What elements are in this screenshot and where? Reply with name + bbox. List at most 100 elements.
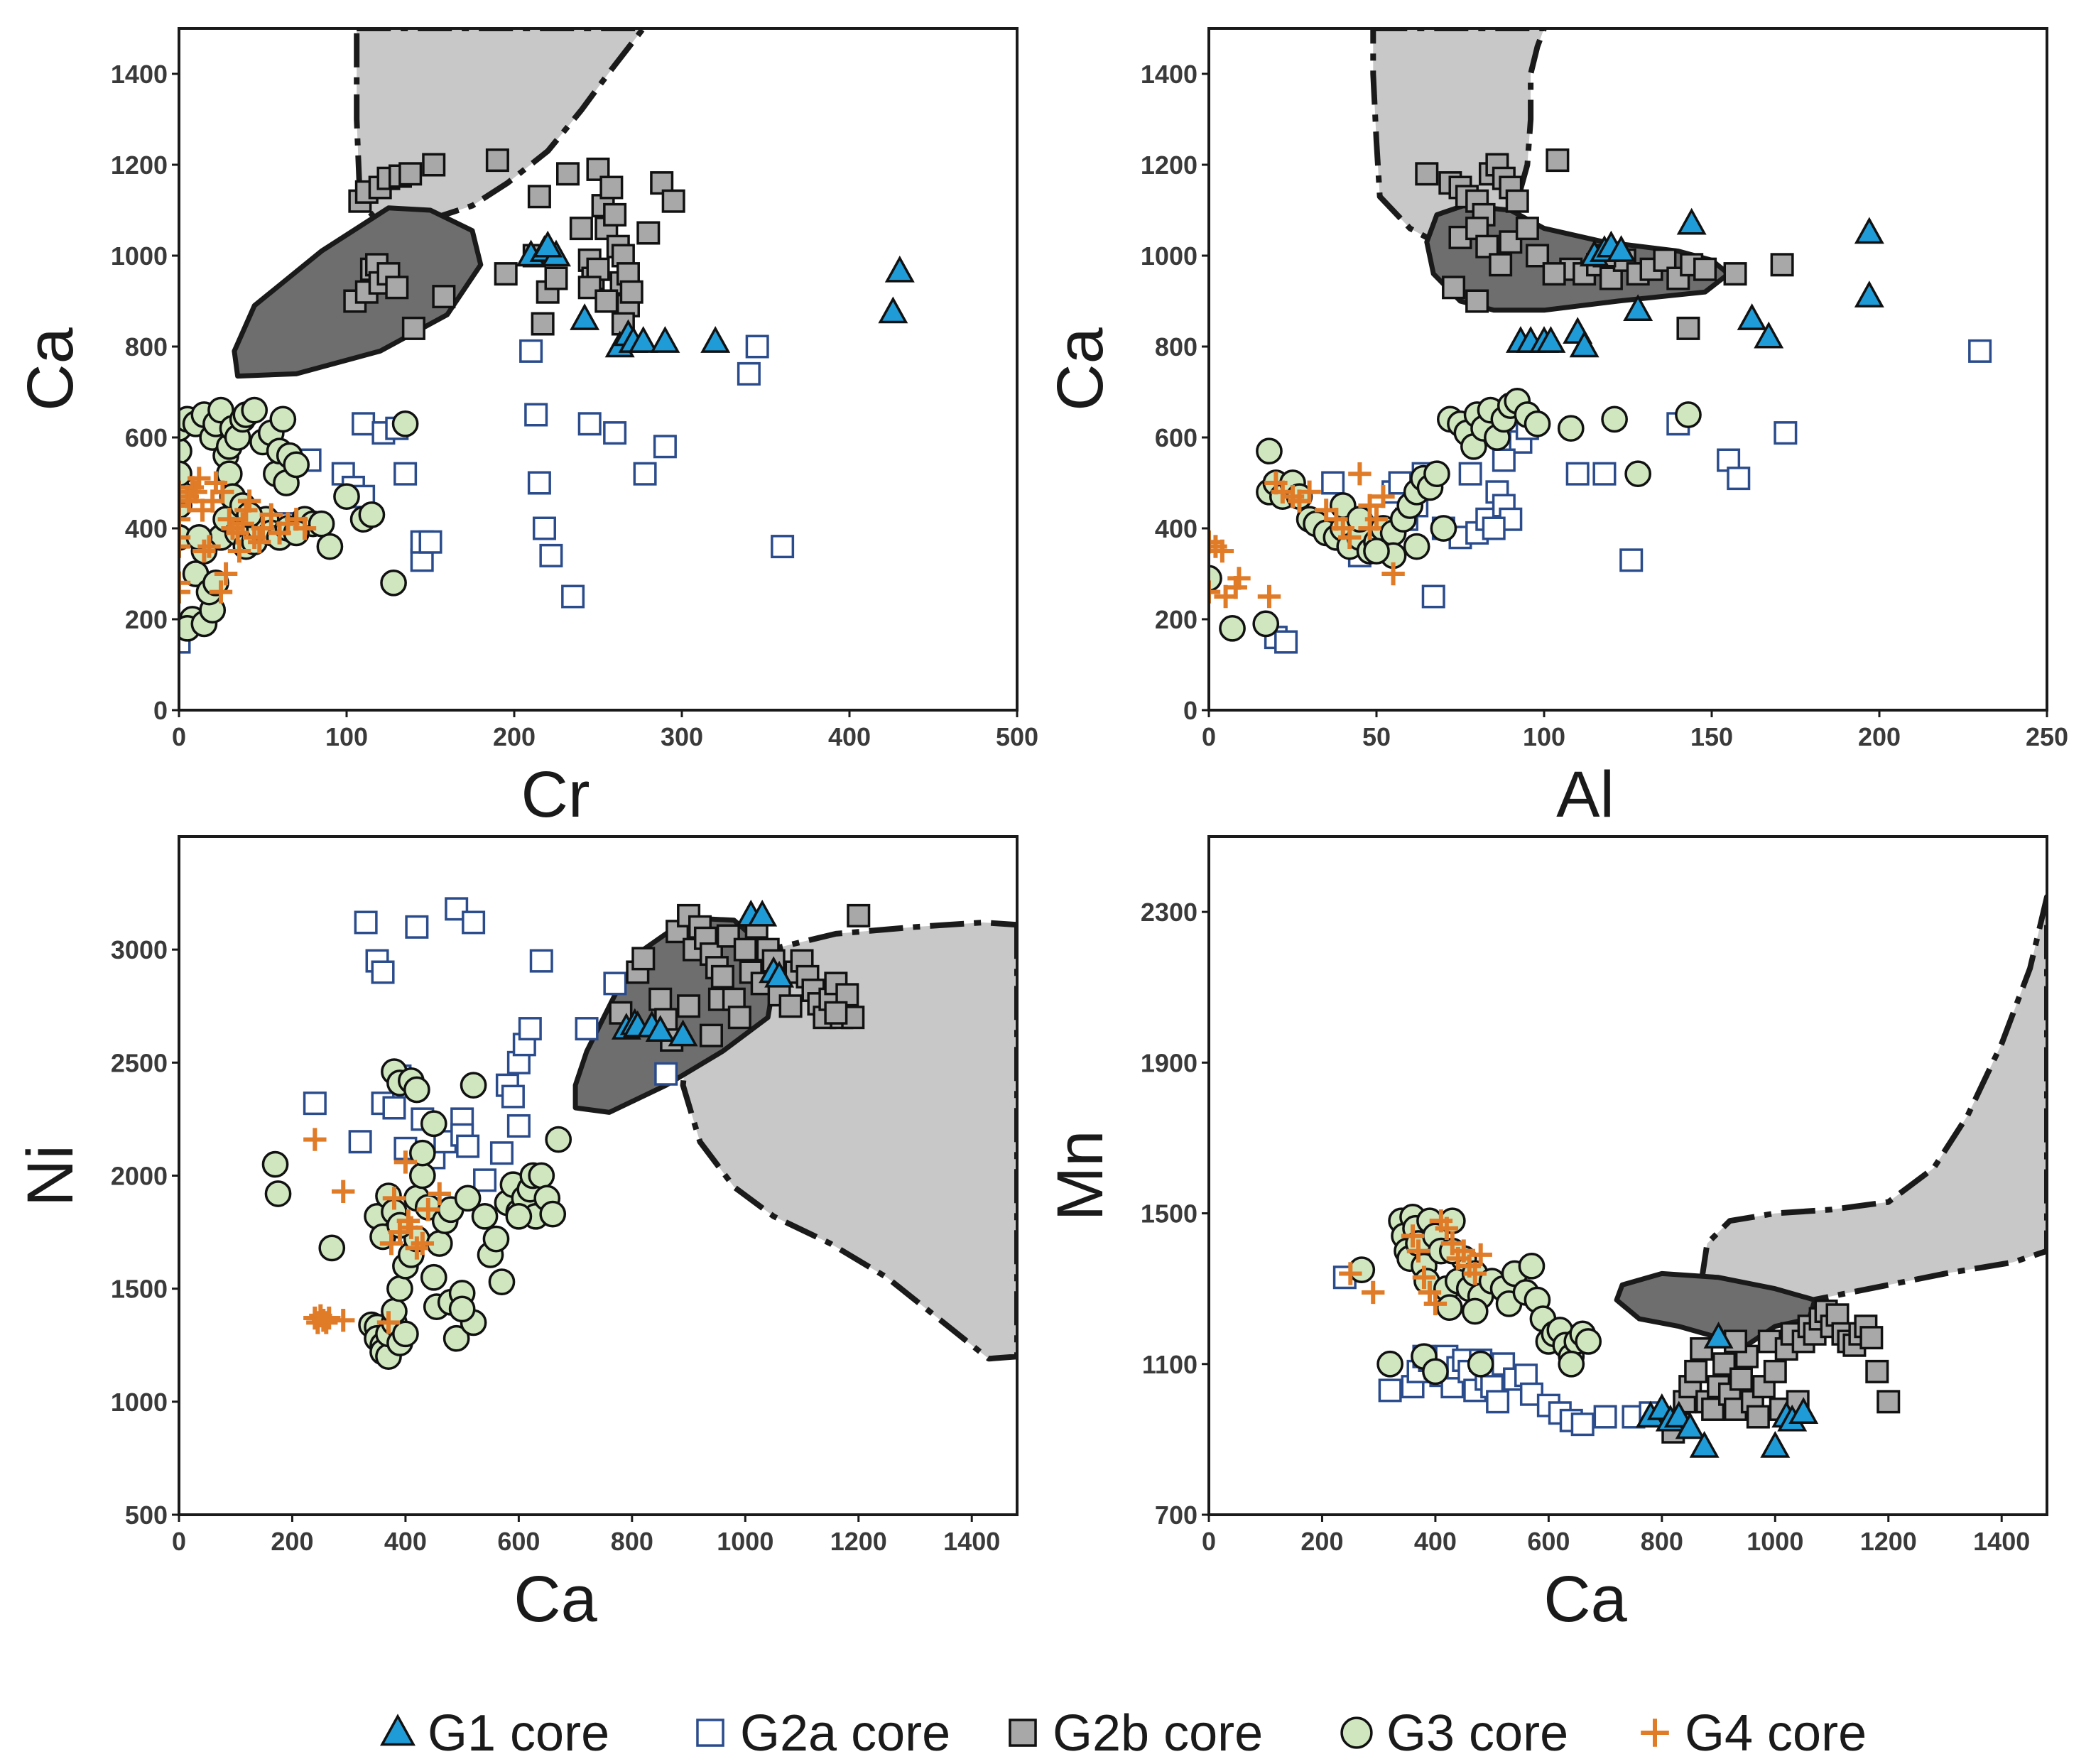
point-g3-core bbox=[482, 1225, 510, 1253]
y-tick-label: 2500 bbox=[111, 1048, 168, 1077]
point-g3-core bbox=[1363, 538, 1390, 565]
point-g3-core bbox=[333, 483, 360, 511]
point-g1-core bbox=[764, 960, 795, 988]
point-g2b-core bbox=[1489, 253, 1513, 277]
point-g2a-core bbox=[354, 910, 378, 935]
legend-item-g3-core: G3 core bbox=[1340, 1705, 1568, 1762]
y-tick-label: 1400 bbox=[111, 60, 168, 89]
point-g3-core bbox=[1403, 533, 1430, 560]
point-g2a-core bbox=[473, 1168, 497, 1192]
point-g4-core bbox=[1271, 480, 1295, 503]
point-g2a-core bbox=[456, 1134, 480, 1158]
point-g4-core bbox=[317, 1306, 341, 1330]
point-g2b-core bbox=[661, 189, 685, 213]
point-g3-core bbox=[386, 1275, 413, 1302]
point-g1-core bbox=[1854, 217, 1884, 244]
point-g2b-core bbox=[727, 1006, 751, 1030]
point-g2a-core bbox=[410, 548, 434, 572]
y-tick-label: 1200 bbox=[1141, 151, 1197, 180]
point-g2b-core bbox=[1676, 316, 1700, 340]
point-g2a-core bbox=[532, 516, 556, 540]
x-tick-label: 600 bbox=[1527, 1527, 1570, 1556]
point-g2a-core bbox=[1421, 584, 1445, 609]
point-g3-core bbox=[1601, 405, 1628, 433]
legend-item-g2b-core: G2b core bbox=[1009, 1705, 1263, 1762]
point-g3-core bbox=[1252, 610, 1280, 638]
y-tick-label: 400 bbox=[125, 514, 168, 543]
point-g4-core bbox=[221, 516, 244, 540]
x-tick-label: 200 bbox=[1858, 722, 1901, 751]
point-g4-core bbox=[1435, 1216, 1459, 1240]
point-g4-core bbox=[382, 1187, 406, 1210]
point-g3-core bbox=[408, 1162, 436, 1189]
point-g3-core bbox=[403, 1076, 430, 1104]
x-axis-title: Al bbox=[1556, 758, 1614, 831]
point-g4-core bbox=[1469, 1243, 1492, 1267]
point-g4-core bbox=[303, 1128, 327, 1151]
point-g2a-core bbox=[771, 535, 795, 559]
point-g4-core bbox=[399, 1216, 423, 1239]
point-g4-core bbox=[393, 1150, 418, 1174]
point-g4-core bbox=[428, 1182, 451, 1206]
x-tick-label: 1200 bbox=[830, 1527, 887, 1556]
point-g3-core bbox=[241, 396, 268, 424]
point-g2b-core bbox=[401, 316, 425, 340]
point-g3-core bbox=[1436, 1294, 1463, 1322]
point-g2b-core bbox=[422, 153, 446, 177]
point-g2b-core bbox=[733, 937, 757, 962]
legend-label: G4 core bbox=[1685, 1705, 1867, 1762]
point-g2a-core bbox=[1774, 421, 1798, 445]
point-g2a-core bbox=[405, 915, 429, 939]
point-g2a-core bbox=[303, 1091, 327, 1116]
point-g2b-core bbox=[1465, 289, 1489, 313]
point-g4-core bbox=[376, 1311, 401, 1334]
point-g2b-core bbox=[1763, 1359, 1787, 1383]
point-g2a-core bbox=[518, 1017, 542, 1041]
point-g4-core bbox=[1339, 1262, 1362, 1285]
point-g2b-core bbox=[1723, 262, 1747, 286]
point-g3-core bbox=[1467, 1350, 1494, 1378]
y-axis-title: Mn bbox=[1044, 1131, 1117, 1221]
point-g4-core bbox=[1362, 1280, 1385, 1305]
point-g1-core bbox=[1606, 235, 1636, 262]
point-g2a-core bbox=[603, 971, 627, 996]
point-g3-core bbox=[539, 1200, 567, 1228]
point-g4-core bbox=[214, 562, 238, 586]
point-g3-core bbox=[408, 1139, 436, 1167]
point-g2b-core bbox=[648, 987, 673, 1011]
y-tick-label: 600 bbox=[1155, 423, 1197, 452]
point-g3-core bbox=[283, 451, 310, 479]
legend-marker-g2a-core bbox=[696, 1719, 724, 1747]
point-g4-core bbox=[1209, 580, 1221, 604]
point-g1-core bbox=[1569, 330, 1600, 358]
point-g3-core bbox=[1430, 515, 1457, 542]
point-g2a-core bbox=[1482, 516, 1506, 540]
point-g3-core bbox=[505, 1202, 533, 1230]
point-g2b-core bbox=[1865, 1359, 1889, 1383]
point-g4-core bbox=[188, 467, 211, 490]
x-tick-label: 150 bbox=[1690, 722, 1733, 751]
point-g2a-core bbox=[489, 1141, 514, 1165]
point-g4-core bbox=[179, 571, 191, 594]
point-g2a-core bbox=[737, 361, 761, 386]
point-g1-core bbox=[1703, 1322, 1734, 1349]
point-g2b-core bbox=[778, 994, 803, 1018]
point-g3-core bbox=[1557, 415, 1585, 442]
point-g4-core bbox=[411, 1231, 435, 1256]
y-tick-label: 1900 bbox=[1141, 1048, 1197, 1077]
x-tick-label: 200 bbox=[271, 1527, 313, 1556]
point-g3-core bbox=[318, 1234, 346, 1262]
point-g2a-core bbox=[1274, 630, 1298, 654]
point-g4-core bbox=[315, 1311, 338, 1334]
point-g3-core bbox=[1524, 410, 1551, 437]
point-g3-core bbox=[1422, 1358, 1449, 1385]
y-tick-label: 1000 bbox=[111, 241, 168, 271]
point-g3-core bbox=[420, 1263, 447, 1291]
y-tick-label: 2000 bbox=[111, 1162, 168, 1191]
y-tick-label: 200 bbox=[1155, 605, 1197, 634]
point-g2b-core bbox=[485, 148, 509, 173]
y-axis-title: Ca bbox=[1044, 327, 1117, 410]
point-g3-core bbox=[460, 1072, 487, 1099]
point-g2b-core bbox=[1770, 253, 1794, 277]
point-g4-core bbox=[192, 539, 216, 563]
